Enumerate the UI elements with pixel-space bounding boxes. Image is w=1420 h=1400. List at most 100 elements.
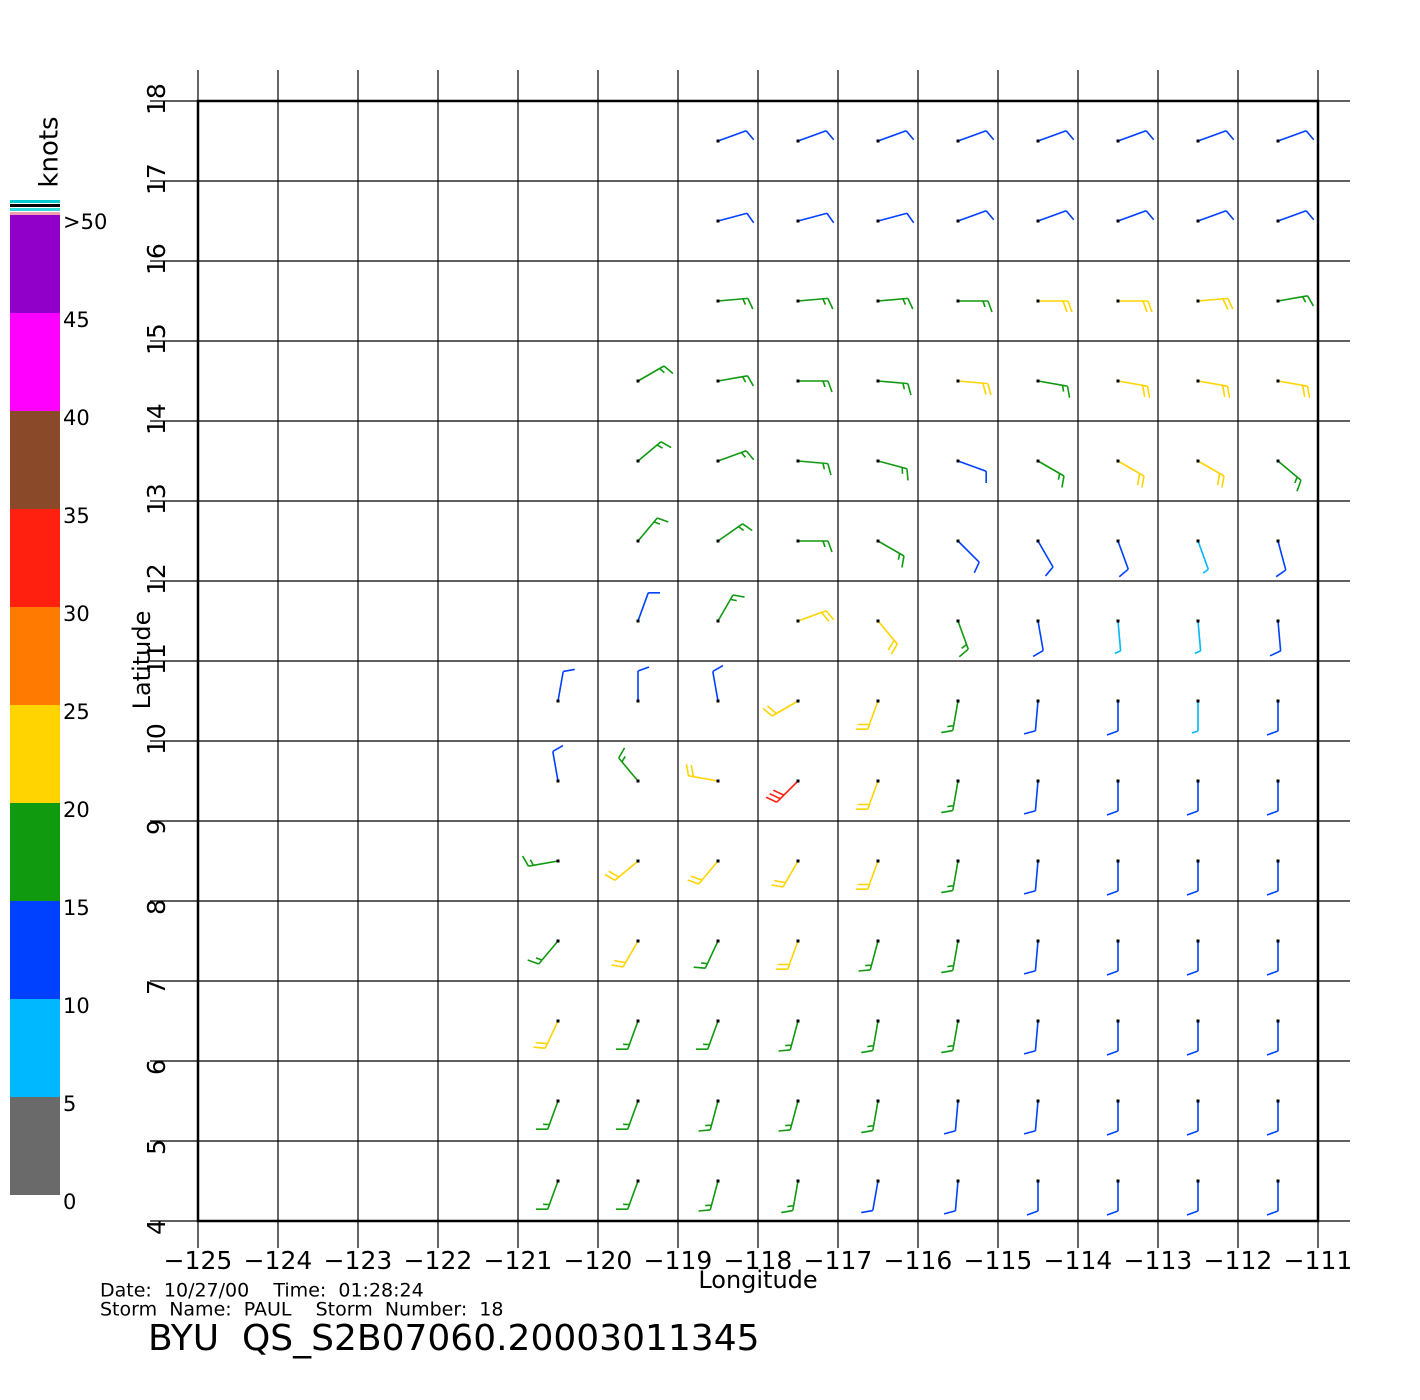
wind-barb (877, 540, 905, 568)
y-tick-label: 17 (142, 163, 171, 195)
wind-barb (1186, 1021, 1199, 1056)
wind-barb (877, 460, 909, 481)
barb-point (796, 1019, 800, 1023)
barb-point (556, 1179, 560, 1183)
barb-point (1276, 859, 1280, 863)
barb-point (1276, 699, 1280, 703)
barb-point (876, 139, 880, 143)
wind-barb (877, 129, 915, 142)
barb-point (796, 939, 800, 943)
x-tick-label: −121 (484, 1246, 553, 1275)
barb-point (1196, 379, 1200, 383)
barb-point (956, 1019, 960, 1023)
barb-point (1116, 379, 1120, 383)
barb-point (876, 859, 880, 863)
y-tick-label: 12 (142, 563, 171, 595)
wind-barb (1266, 1021, 1279, 1056)
wind-barb (616, 1100, 639, 1130)
wind-barb (557, 668, 575, 702)
wind-barb (698, 1180, 719, 1212)
barb-point (716, 699, 720, 703)
wind-barb (1266, 781, 1279, 816)
wind-barb (1106, 941, 1119, 976)
barb-point (876, 539, 880, 543)
wind-barb (1023, 1020, 1039, 1055)
colorbar-stripe (10, 204, 60, 207)
colorbar-tick-label: 20 (63, 798, 90, 822)
barb-point (1116, 1019, 1120, 1023)
barb-point (636, 779, 640, 783)
y-tick-label: 9 (142, 819, 171, 835)
barb-point (1276, 1099, 1280, 1103)
x-tick-label: −115 (964, 1246, 1033, 1275)
colorbar (10, 200, 60, 215)
wind-barb (1106, 1021, 1119, 1056)
barb-point (796, 379, 800, 383)
wind-barb (552, 744, 564, 782)
wind-barb (1037, 129, 1075, 142)
barb-point (1036, 779, 1040, 783)
barb-point (876, 699, 880, 703)
wind-barb (771, 860, 799, 888)
wind-barb (941, 940, 959, 974)
barb-point (716, 459, 720, 463)
wind-barb (536, 1180, 559, 1210)
x-tick-label: −122 (404, 1246, 473, 1275)
colorbar-tick-label: 35 (63, 504, 90, 528)
barb-point (1116, 1179, 1120, 1183)
wind-barb (797, 460, 832, 476)
barb-point (1276, 939, 1280, 943)
barb-point (716, 1099, 720, 1103)
barb-point (1276, 139, 1280, 143)
barb-point (716, 139, 720, 143)
wind-barb (1266, 941, 1279, 976)
grid (150, 70, 1350, 1248)
barb-point (1196, 619, 1200, 623)
colorbar-tick-label: 0 (63, 1190, 76, 1214)
wind-barb (1023, 780, 1039, 815)
barb-point (956, 859, 960, 863)
wind-barb (797, 609, 835, 622)
wind-barb (1191, 701, 1199, 734)
wind-barb (1186, 1181, 1199, 1216)
x-tick-label: −114 (1044, 1246, 1113, 1275)
barb-point (1116, 699, 1120, 703)
wind-barb (877, 380, 912, 396)
barb-point (1036, 619, 1040, 623)
barb-point (636, 1019, 640, 1023)
barb-point (1036, 219, 1040, 223)
wind-barb (957, 209, 995, 222)
wind-barb (941, 700, 959, 734)
info-line: Date: 10/27/00 Time: 01:28:24 (100, 1280, 424, 1302)
x-tick-label: −120 (564, 1246, 633, 1275)
wind-barb (941, 1020, 959, 1054)
wind-barb (1266, 1101, 1279, 1136)
barb-point (716, 779, 720, 783)
barb-point (716, 1179, 720, 1183)
barb-point (1116, 219, 1120, 223)
wind-barb (637, 365, 674, 382)
barb-point (796, 699, 800, 703)
barb-point (956, 1099, 960, 1103)
y-tick-label: 10 (142, 723, 171, 755)
barb-point (876, 299, 880, 303)
wind-barb (1277, 380, 1311, 398)
colorbar-tick-label: 30 (63, 602, 90, 626)
y-tick-label: 11 (142, 643, 171, 675)
wind-barb (1117, 209, 1155, 222)
wind-barb (712, 664, 724, 702)
barb-point (1036, 539, 1040, 543)
colorbar-segment (10, 215, 60, 313)
barb-point (956, 779, 960, 783)
wind-barb (1277, 209, 1315, 222)
wind-barb (1114, 620, 1122, 655)
wind-barb (858, 940, 879, 972)
wind-barb (1117, 129, 1155, 142)
wind-barb (1106, 861, 1119, 896)
barb-point (1116, 1099, 1120, 1103)
wind-barb (1197, 540, 1210, 574)
wind-barb (877, 212, 915, 224)
wind-barb (957, 380, 992, 396)
wind-barb (1277, 460, 1302, 492)
wind-barb (1023, 940, 1039, 975)
